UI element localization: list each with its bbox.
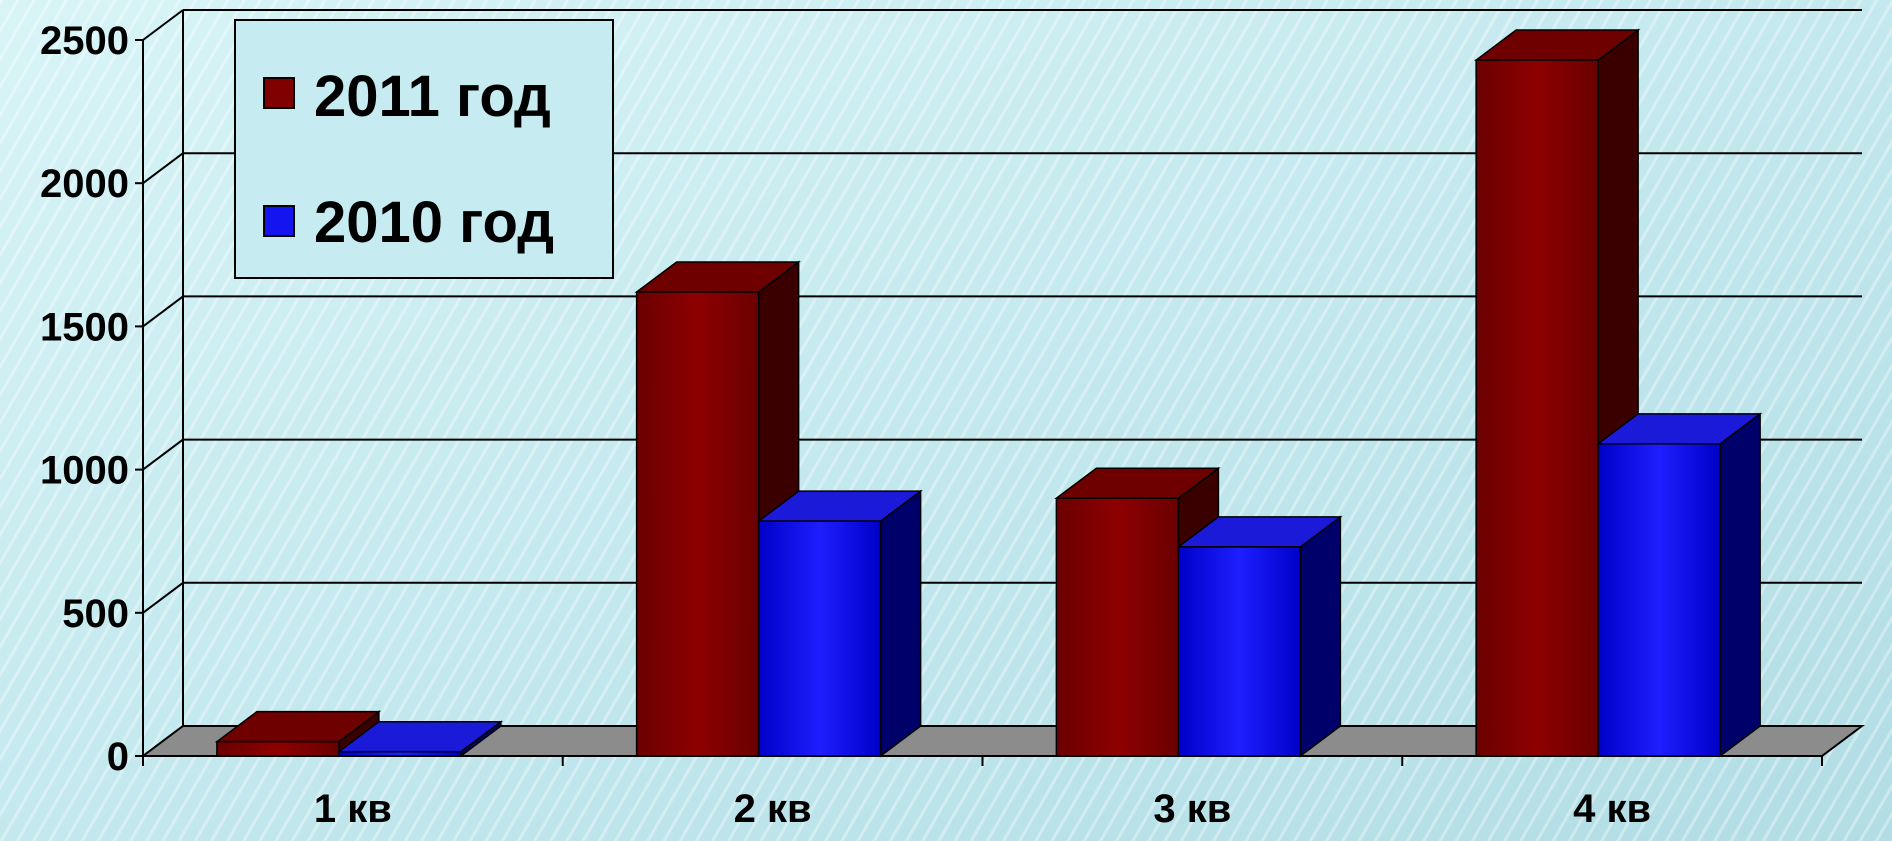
bar [338,750,462,757]
x-tick-label: 1 кв [314,787,392,831]
bar [635,291,760,757]
side-wall-gridline [142,438,184,471]
bar [1597,443,1721,757]
y-tick-label: 1000 [40,449,129,493]
y-tick-label: 2000 [40,162,129,206]
bar [1177,546,1302,757]
bar [1055,497,1180,757]
side-wall-gridline [142,295,184,328]
y-tick-label: 2500 [40,19,129,63]
y-tick-label: 0 [107,735,129,779]
y-tick-label: 500 [62,592,129,636]
bar-side [879,489,922,758]
bar-side [1719,412,1761,758]
bar [757,520,882,757]
y-tick-label: 1500 [40,305,129,349]
legend-label-2011: 2011 год [314,64,551,129]
legend-box [234,19,614,279]
bar [216,740,340,757]
x-tick-label: 3 кв [1153,787,1231,831]
bar [1475,59,1599,757]
legend: 2011 год 2010 год [234,19,614,279]
side-wall-gridline [142,9,184,41]
legend-swatch-2010 [263,205,295,237]
legend-label-2010: 2010 год [314,190,554,255]
side-wall-gridline [142,152,184,184]
bar-side [1299,515,1342,758]
side-wall-gridline [142,581,184,614]
x-tick-label: 2 кв [734,787,812,831]
x-tick-label: 4 кв [1573,787,1651,831]
legend-swatch-2011 [263,77,295,109]
